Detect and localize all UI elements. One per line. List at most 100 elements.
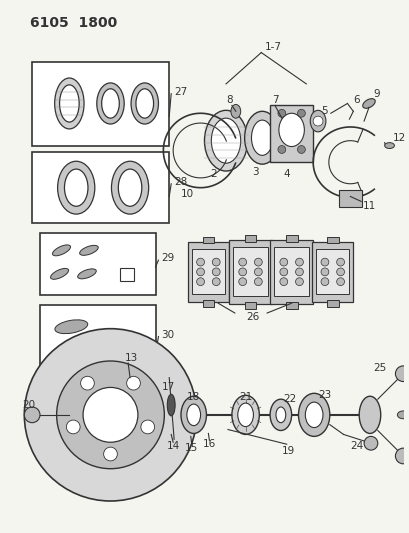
Circle shape xyxy=(320,258,328,266)
Bar xyxy=(273,247,308,296)
Bar xyxy=(232,247,267,296)
Text: 30: 30 xyxy=(161,329,174,340)
Text: 13: 13 xyxy=(125,353,138,363)
Bar xyxy=(120,268,134,281)
Circle shape xyxy=(295,278,303,286)
Bar xyxy=(40,305,155,376)
Text: 3: 3 xyxy=(252,167,258,177)
Circle shape xyxy=(212,268,220,276)
Text: 6105  1800: 6105 1800 xyxy=(30,16,117,30)
Text: 11: 11 xyxy=(362,201,375,211)
Ellipse shape xyxy=(187,404,200,426)
Text: 5: 5 xyxy=(320,106,327,116)
Ellipse shape xyxy=(270,399,291,431)
Ellipse shape xyxy=(298,393,329,437)
Circle shape xyxy=(312,116,322,126)
Ellipse shape xyxy=(358,396,380,433)
Circle shape xyxy=(279,278,287,286)
Ellipse shape xyxy=(180,396,206,433)
Circle shape xyxy=(196,278,204,286)
Bar xyxy=(32,62,169,146)
Ellipse shape xyxy=(211,118,240,163)
Ellipse shape xyxy=(310,110,325,132)
Bar xyxy=(120,342,134,355)
Circle shape xyxy=(320,268,328,276)
Text: 12: 12 xyxy=(391,133,405,143)
Bar xyxy=(338,190,361,207)
Ellipse shape xyxy=(58,161,94,214)
Circle shape xyxy=(254,278,262,286)
Text: 24: 24 xyxy=(350,441,363,451)
Ellipse shape xyxy=(77,269,96,279)
Bar xyxy=(202,300,214,307)
Text: 25: 25 xyxy=(372,363,385,373)
Circle shape xyxy=(238,278,246,286)
Circle shape xyxy=(254,268,262,276)
Ellipse shape xyxy=(55,320,88,334)
Ellipse shape xyxy=(396,411,408,419)
Ellipse shape xyxy=(251,120,272,155)
Bar xyxy=(285,302,297,309)
Bar xyxy=(228,239,272,304)
Circle shape xyxy=(295,268,303,276)
Ellipse shape xyxy=(204,110,247,171)
Circle shape xyxy=(24,407,40,423)
Text: 9: 9 xyxy=(372,88,379,99)
Text: 4: 4 xyxy=(283,169,289,179)
Ellipse shape xyxy=(244,111,279,164)
Circle shape xyxy=(196,258,204,266)
Circle shape xyxy=(212,278,220,286)
Text: 10: 10 xyxy=(180,189,193,199)
Text: 23: 23 xyxy=(317,390,330,400)
Text: 28: 28 xyxy=(174,177,187,187)
Bar xyxy=(191,249,225,294)
Circle shape xyxy=(297,109,305,117)
Circle shape xyxy=(394,366,409,382)
Circle shape xyxy=(83,387,137,442)
Circle shape xyxy=(238,268,246,276)
Text: 22: 22 xyxy=(282,394,295,404)
Text: 16: 16 xyxy=(202,439,216,449)
Bar xyxy=(32,152,169,223)
Ellipse shape xyxy=(136,89,153,118)
Ellipse shape xyxy=(101,89,119,118)
Circle shape xyxy=(279,268,287,276)
Circle shape xyxy=(103,447,117,461)
Bar xyxy=(187,241,228,302)
Circle shape xyxy=(24,329,196,501)
Bar xyxy=(315,249,348,294)
Ellipse shape xyxy=(97,83,124,124)
Bar xyxy=(40,233,155,295)
Ellipse shape xyxy=(237,403,253,426)
Text: 14: 14 xyxy=(166,441,179,451)
Ellipse shape xyxy=(278,113,303,147)
Text: 8: 8 xyxy=(226,94,233,104)
Text: 19: 19 xyxy=(281,446,294,456)
Ellipse shape xyxy=(64,169,88,206)
Bar xyxy=(270,106,312,162)
Ellipse shape xyxy=(167,394,175,416)
Text: 17: 17 xyxy=(161,382,174,392)
Ellipse shape xyxy=(111,161,148,214)
Circle shape xyxy=(212,258,220,266)
Bar xyxy=(311,241,353,302)
Ellipse shape xyxy=(230,104,240,118)
Circle shape xyxy=(297,146,305,154)
Ellipse shape xyxy=(54,78,84,129)
Circle shape xyxy=(394,448,409,464)
Ellipse shape xyxy=(362,99,374,108)
Ellipse shape xyxy=(50,269,68,279)
Text: 7: 7 xyxy=(271,94,278,104)
Circle shape xyxy=(238,258,246,266)
Circle shape xyxy=(363,437,377,450)
Circle shape xyxy=(320,278,328,286)
Text: 18: 18 xyxy=(187,392,200,402)
Bar xyxy=(326,237,338,244)
Ellipse shape xyxy=(79,245,98,255)
Bar xyxy=(326,300,338,307)
Text: 21: 21 xyxy=(238,392,252,402)
Bar xyxy=(244,235,256,241)
Circle shape xyxy=(81,376,94,390)
Circle shape xyxy=(277,109,285,117)
Text: 15: 15 xyxy=(185,443,198,453)
